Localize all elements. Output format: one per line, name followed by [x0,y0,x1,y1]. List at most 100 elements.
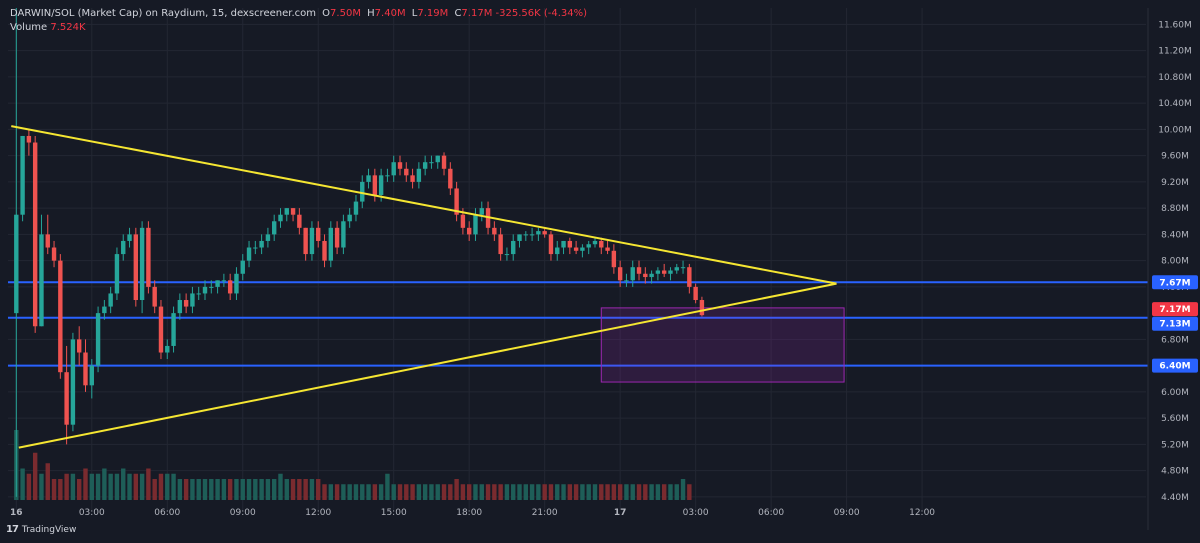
candle-body [599,240,604,248]
candle-body [555,247,560,255]
candle-body [227,280,233,294]
volume-bar [567,484,573,500]
volume-bar [152,479,157,500]
volume-bar [448,484,453,500]
candle-body [536,231,541,235]
candle-body [309,227,315,255]
volume-bar [353,484,359,500]
x-tick-label: 12:00 [305,508,331,518]
candle-body [529,234,535,236]
candle-body [322,240,327,261]
volume-bar [636,484,642,500]
tradingview-logo[interactable]: 17 TradingView [6,524,76,535]
volume-value: 7.524K [50,22,86,33]
candle-body [278,214,283,222]
volume-bar [429,484,434,500]
candle-body [592,240,598,245]
volume-bar [422,484,428,500]
volume-bar [158,473,164,500]
y-tick-label: 9.20M [1161,178,1189,188]
volume-bar [580,484,585,500]
candle-body [89,365,94,386]
candle-body [366,175,371,182]
candle-body [636,267,642,274]
x-tick-label: 09:00 [834,508,860,518]
candle-body [253,247,258,249]
candle-body [32,142,38,327]
y-tick-label: 8.00M [1161,257,1189,267]
x-tick-label: 03:00 [683,508,709,518]
candle-body [416,168,422,182]
candle-body [410,175,415,182]
y-tick-label: 8.80M [1161,204,1189,214]
volume-bar [624,484,629,500]
volume-bar [215,479,220,500]
candle-body [498,234,503,255]
x-tick-label: 21:00 [532,508,558,518]
candle-body [624,280,629,282]
volume-bar [45,463,50,500]
y-tick-label: 6.00M [1161,388,1189,398]
candle-body [215,280,220,287]
candle-body [297,214,302,228]
candle-body [542,231,547,235]
x-tick-label: 06:00 [154,508,180,518]
change-value: -325.56K (-4.34%) [495,8,588,19]
candle-body [404,168,409,176]
y-tick-label: 4.40M [1161,493,1189,503]
volume-bar [177,479,183,500]
volume-bar [108,473,113,500]
y-tick-label: 10.00M [1158,125,1192,135]
y-tick-label: 5.20M [1161,440,1189,450]
candle-body [649,273,654,278]
candle-body [580,247,585,251]
price-tags: 7.67M 7.13M 6.40M 7.17M [1152,275,1198,373]
volume-bar [404,484,409,500]
candle-body [139,227,145,301]
volume-bar [479,484,484,500]
candle-body [171,313,176,346]
candle-body [202,286,208,294]
candle-body [353,201,359,215]
last-price-tag-bg [1152,302,1198,317]
chart-legend: DARWIN/SOL (Market Cap) on Raydium, 15, … [10,7,587,35]
volume-bar [70,473,76,500]
candle-body [567,240,573,248]
high-label: H [367,8,375,19]
volume-bar [674,484,679,500]
volume-bar [240,479,245,500]
volume-bar [253,479,258,500]
volume-bar [133,473,139,500]
candle-body [655,270,661,274]
candle-body [360,181,365,202]
candle-body [422,162,428,169]
volume-bar [360,484,365,500]
candle-body [183,300,189,307]
volume-bar [246,479,252,500]
candle-body [378,175,384,196]
volume-bar [643,484,648,500]
volume-bar [284,479,289,500]
volume-bar [454,479,459,500]
candle-body [77,339,82,353]
volume-bar [328,484,334,500]
candle-body [643,273,648,278]
volume-label: Volume [10,22,48,33]
volume-bar [466,484,472,500]
close-value: 7.17M [461,8,493,19]
candle-body [492,227,497,235]
high-value: 7.40M [374,8,406,19]
volume-bar [316,479,321,500]
volume-bar [542,484,547,500]
volume-bar [171,473,176,500]
volume-bar [555,484,560,500]
volume-bar [183,479,189,500]
volume-bar [655,484,661,500]
level-tag: 7.13M [1159,320,1190,330]
candle-body [240,260,245,274]
candle-body [680,267,686,269]
volume-bar [221,479,227,500]
candle-body [51,247,57,261]
candle-body [190,293,195,307]
